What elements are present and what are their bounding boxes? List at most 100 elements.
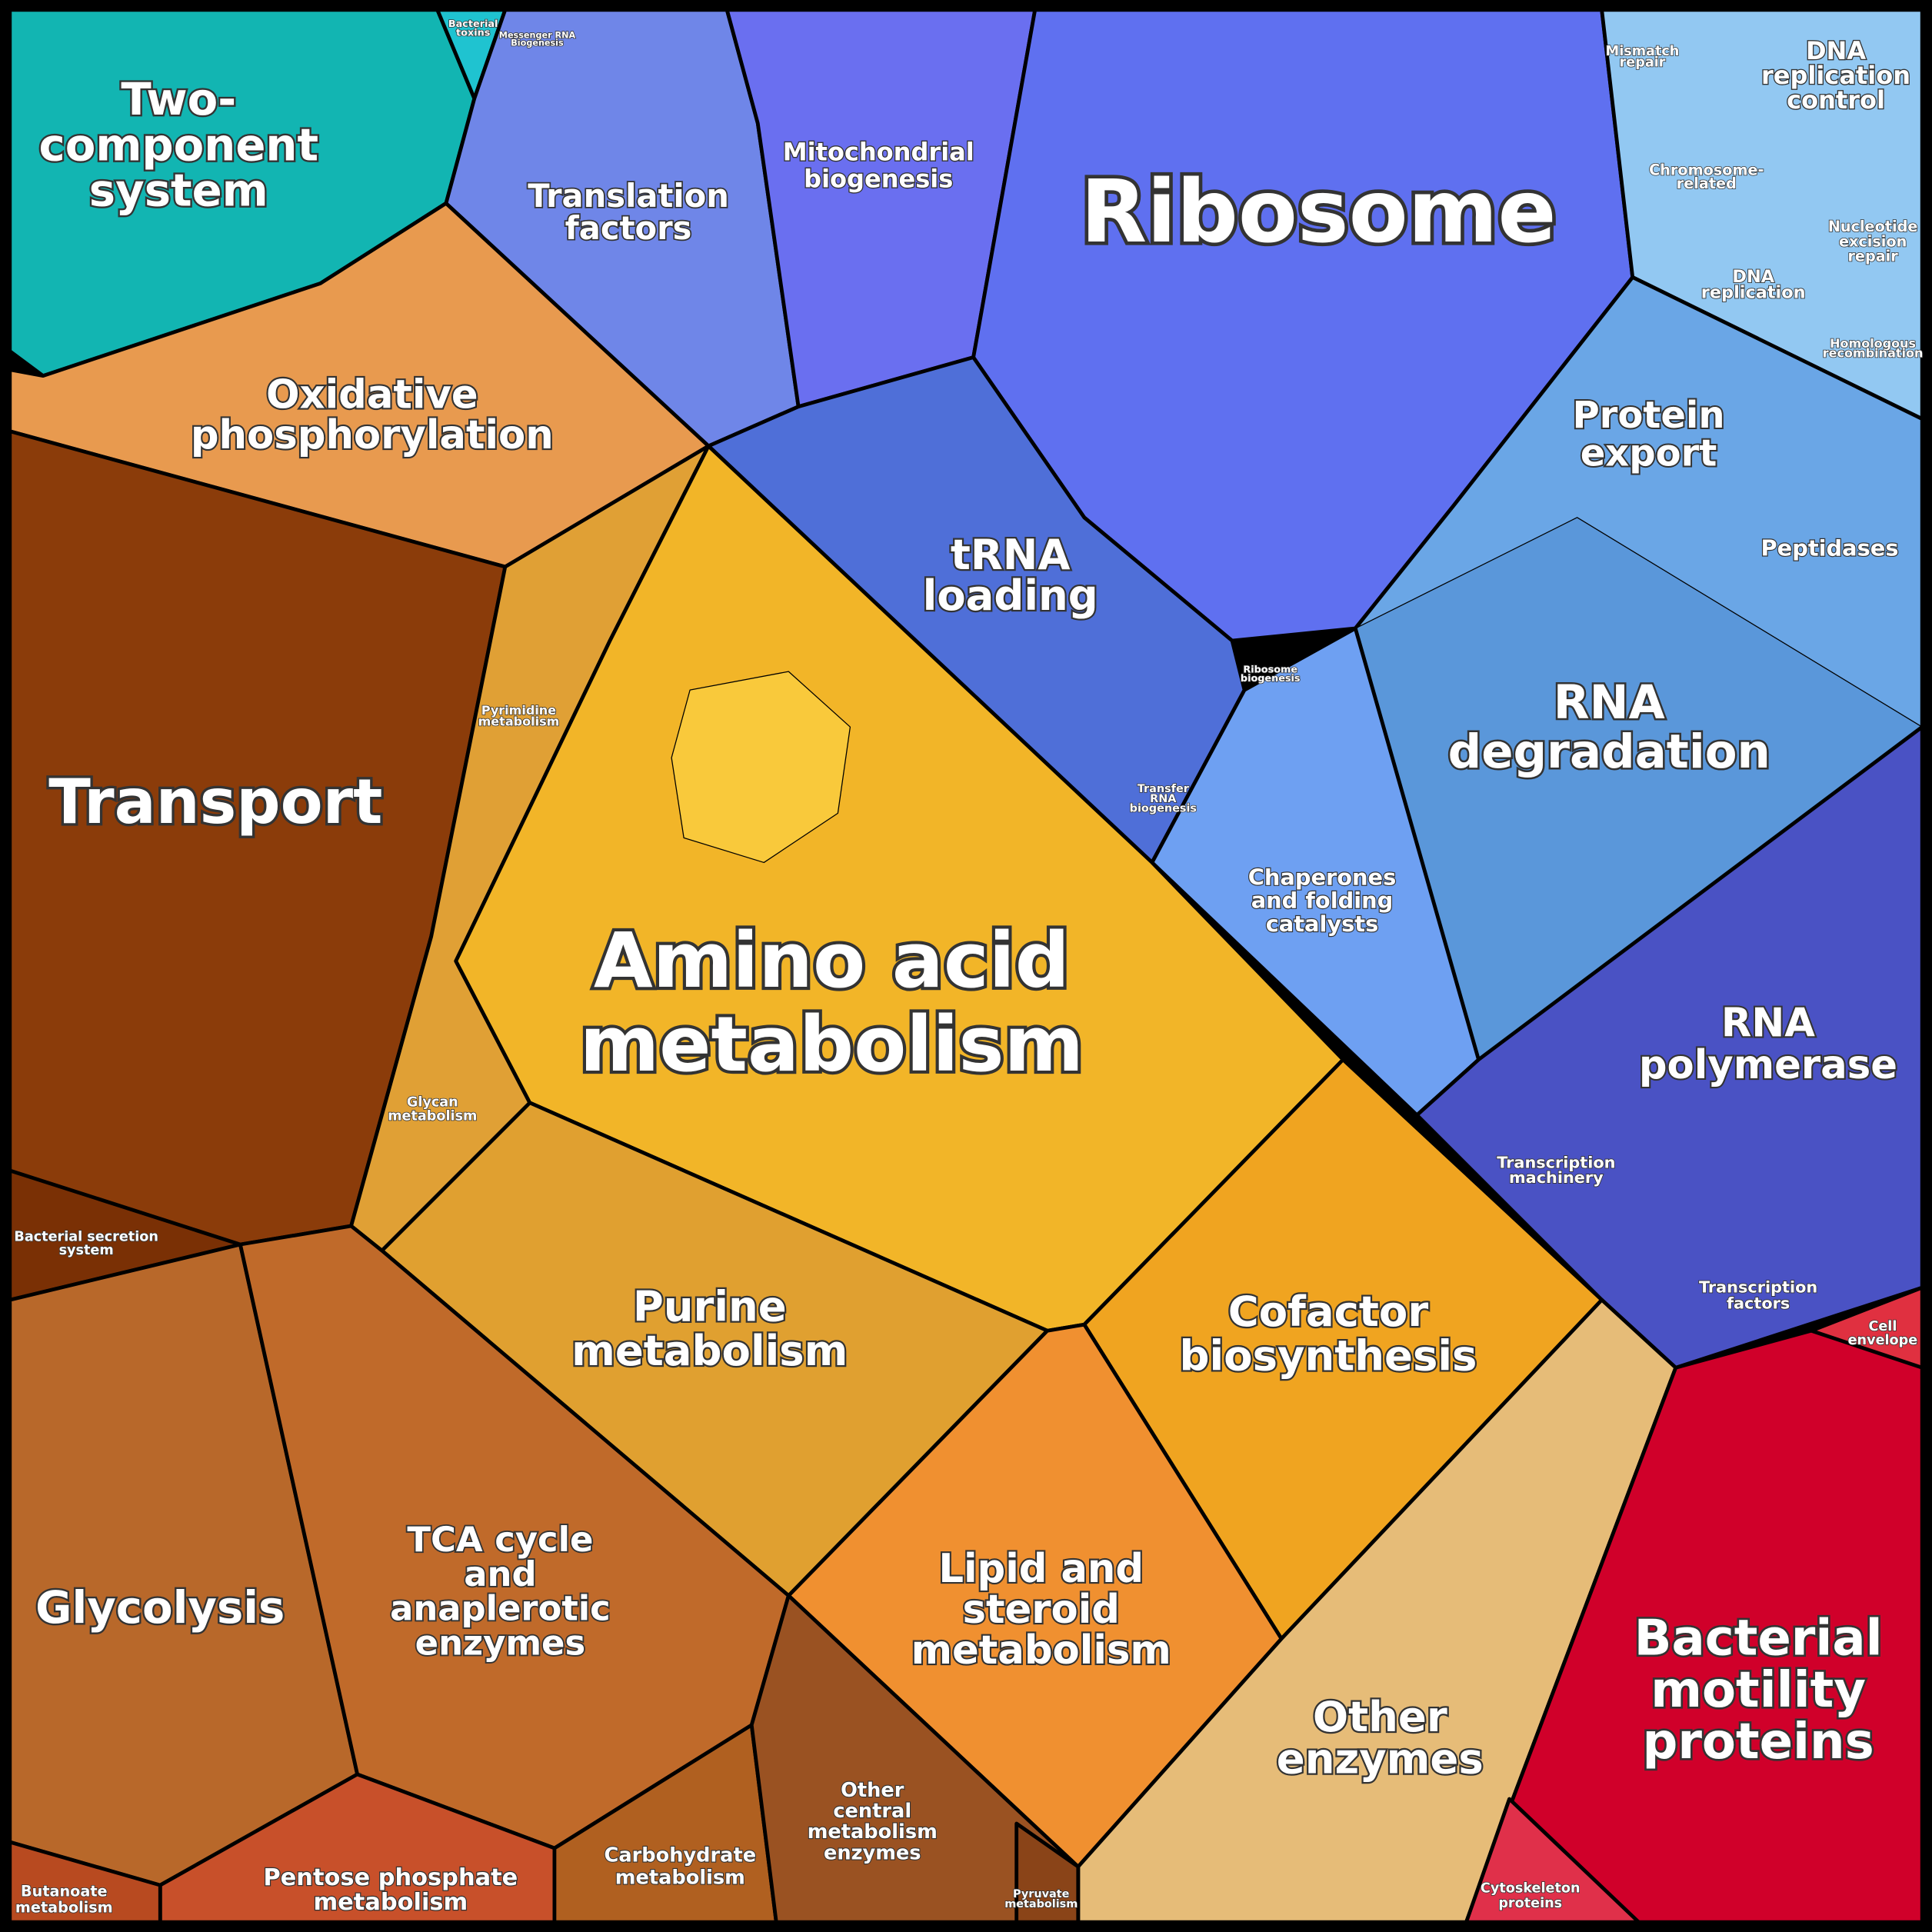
region-label: toxins [456,27,491,38]
region-label: repair [1620,55,1666,71]
region-label: Chromosome- [1649,161,1764,178]
cells [8,8,1924,1924]
region-label: metabolism [615,1867,745,1890]
region-label: related [1677,175,1737,192]
region-label: metabolism [388,1108,477,1124]
region-label: and folding [1251,888,1394,914]
region-label: Butanoate [21,1883,108,1900]
cytoskeleton-region [1464,1797,1641,1924]
region-label: proteins [1642,1714,1874,1770]
region-label: repair [1847,248,1898,265]
region-label: catalysts [1266,911,1379,937]
region-label: central [833,1800,911,1823]
region-label: Peptidases [1761,535,1899,561]
region-label: Transport [48,766,382,838]
butanoate-region [8,1840,162,1924]
region-label: Purine [633,1281,787,1331]
pyruvate-region [1014,1821,1081,1924]
region-label: tRNA [951,530,1071,579]
region-label: replication [1701,283,1806,303]
region-label: excision [1839,232,1907,250]
region-label: Protein [1572,394,1724,437]
region-label: Other [1313,1692,1447,1741]
region-label: system [89,165,268,217]
region-label: DNA [1806,36,1866,65]
region-label: system [59,1243,114,1258]
region-label: metabolism [911,1627,1171,1674]
region-label: Amino acid [594,917,1070,1005]
region-label: envelope [1848,1333,1918,1348]
region-label: Oxidative [266,371,478,418]
region-label: enzymes [824,1841,921,1864]
region-label: biosynthesis [1180,1331,1477,1380]
region-label: metabolism [313,1889,468,1916]
region-label: biogenesis [804,165,953,194]
region-label: anaplerotic [390,1588,611,1629]
region-label: Ribosome [1081,162,1557,262]
region-label: Translation [528,177,729,215]
region-label: metabolism [580,1001,1084,1089]
region-label: replication [1761,61,1910,90]
region-label: RNA [1150,793,1177,805]
region-label: Cytoskeleton [1481,1881,1581,1897]
envelope-region [1809,1285,1924,1370]
region-label: Transfer [1138,783,1190,795]
region-label: metabolism [571,1326,848,1375]
region-label: Bacterial secretion [14,1229,158,1244]
region-label: biogenesis [1241,673,1301,685]
region-label: Bacterial [1634,1611,1883,1667]
region-label: Cofactor [1228,1287,1429,1336]
region-label: biogenesis [1130,803,1197,815]
region-label: Homologous [1830,336,1916,351]
region-label: Two- [121,73,236,125]
region-label: machinery [1509,1168,1604,1187]
region-label: metabolism [15,1898,113,1916]
region-label: Glycan [407,1095,458,1111]
region-label: proteins [1498,1896,1562,1911]
region-label: Mitochondrial [783,137,974,166]
region-label: loading [923,571,1098,620]
region-label: enzymes [1277,1734,1484,1783]
chaperone-region [1150,626,1481,1118]
region-label: Other [841,1779,904,1802]
region-label: metabolism [1004,1898,1078,1910]
region-label: and [464,1554,536,1594]
region-label: enzymes [415,1623,586,1664]
region-label: metabolism [808,1820,938,1844]
region-label: Lipid and [938,1546,1144,1592]
region-label: Messenger RNA [499,31,576,41]
region-label: Chaperones [1248,864,1397,890]
region-label: Biogenesis [511,38,564,48]
region-label: phosphorylation [191,412,554,458]
region-label: RNA [1721,1000,1815,1046]
region-label: polymerase [1639,1042,1897,1088]
region-label: motility [1651,1662,1866,1719]
region-label: component [39,118,319,171]
region-label: Carbohydrate [605,1844,757,1867]
region-label: degradation [1448,724,1770,779]
region-label: metabolism [478,715,560,729]
sub-cell [671,671,851,864]
region-label: Cell [1868,1319,1897,1334]
region-label: Pyruvate [1013,1888,1070,1900]
region-label: factors [1727,1294,1790,1312]
region-label: steroid [962,1587,1120,1633]
region-label: Ribosome [1243,665,1297,676]
region-label: recombination [1823,346,1924,361]
region-label: Glycolysis [35,1581,285,1634]
region-label: control [1787,85,1885,115]
region-label: Transcription [1497,1154,1615,1172]
region-label: RNA [1554,675,1665,730]
region-label: factors [565,209,692,247]
region-label: export [1581,432,1717,475]
region-label: Transcription [1699,1278,1817,1297]
region-label: Bacterial [448,18,498,30]
region-label: Nucleotide [1828,218,1918,235]
region-label: Mismatch [1606,44,1680,59]
region-label: DNA [1732,267,1774,287]
region-label: Pyrimidine [481,703,556,718]
region-label: TCA cycle [407,1519,593,1560]
region-label: Pentose phosphate [263,1864,518,1891]
